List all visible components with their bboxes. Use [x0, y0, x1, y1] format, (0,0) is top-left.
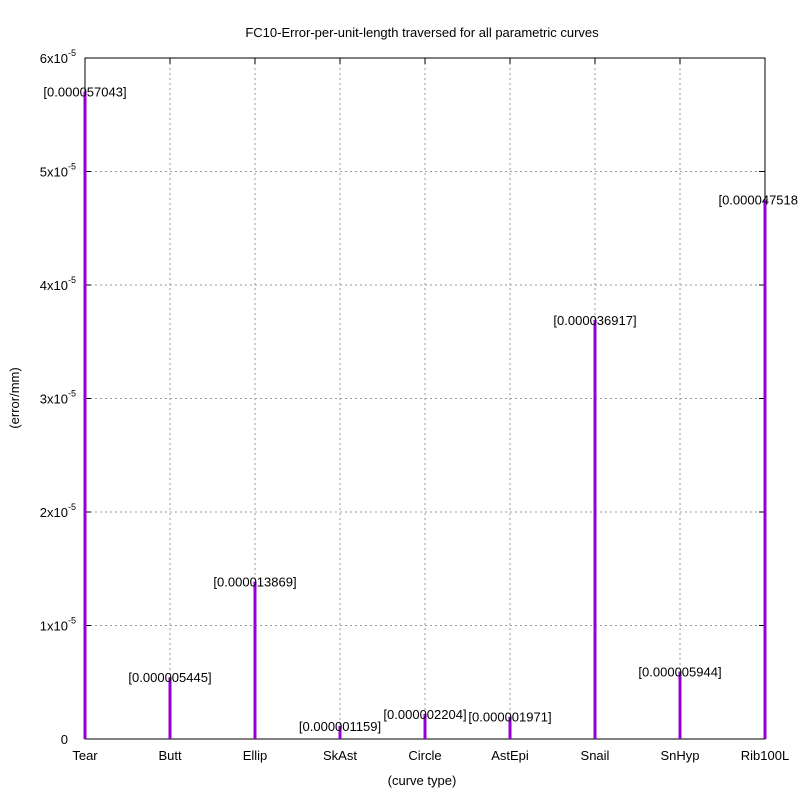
data-label: [0.000001971] [468, 710, 551, 725]
x-tick-label: Butt [158, 748, 182, 763]
y-axis-label: (error/mm) [7, 367, 22, 428]
chart-title: FC10-Error-per-unit-length traversed for… [245, 25, 599, 40]
y-tick-label: 0 [61, 732, 68, 747]
data-label: [0.000002204] [383, 707, 466, 722]
x-tick-label: Circle [408, 748, 441, 763]
x-axis-label: (curve type) [388, 773, 457, 788]
y-tick-label: 3x10-5 [40, 389, 76, 407]
data-label: [0.000005944] [638, 665, 721, 680]
y-tick-label: 5x10-5 [40, 162, 76, 180]
data-label: [0.000057043] [43, 85, 126, 100]
x-tick-label: AstEpi [491, 748, 529, 763]
bars [83, 91, 767, 739]
x-tick-label: Tear [72, 748, 98, 763]
data-labels: [0.000057043] [0.000005445] [0.000013869] [… [43, 85, 798, 734]
x-tick-label: Ellip [243, 748, 268, 763]
data-label: [0.000005445] [128, 670, 211, 685]
data-label: [0.000013869] [213, 575, 296, 590]
y-tick-label: 2x10-5 [40, 502, 76, 520]
data-label: [0.000047518 [718, 193, 798, 208]
y-axis-ticks: 0 1x10-5 2x10-5 3x10-5 4x10-5 5x10-5 6x10-5 [40, 48, 765, 747]
y-tick-label: 6x10-5 [40, 48, 76, 66]
x-tick-label: Snail [581, 748, 610, 763]
x-axis-ticks: Tear Butt Ellip SkAst Circle AstEpi Snail SnHyp… [72, 58, 789, 763]
x-tick-label: Rib100L [741, 748, 789, 763]
data-label: [0.000036917] [553, 313, 636, 328]
x-tick-label: SnHyp [660, 748, 699, 763]
y-tick-label: 1x10-5 [40, 616, 76, 634]
y-tick-label: 4x10-5 [40, 275, 76, 293]
grid [85, 58, 765, 739]
data-label: [0.000001159] [299, 719, 381, 734]
x-tick-label: SkAst [323, 748, 357, 763]
